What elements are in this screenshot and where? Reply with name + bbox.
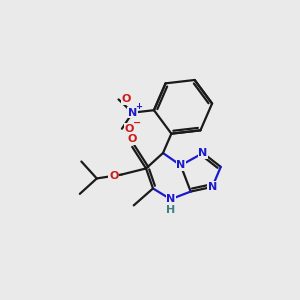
Text: O: O [128, 134, 137, 144]
Text: −: − [133, 118, 141, 128]
Text: O: O [122, 94, 131, 104]
Text: N: N [198, 148, 208, 158]
Text: H: H [166, 205, 175, 215]
Text: N: N [176, 160, 185, 170]
Text: O: O [125, 124, 134, 134]
Text: N: N [128, 108, 137, 118]
Text: O: O [109, 171, 118, 181]
Text: +: + [135, 102, 142, 111]
Text: N: N [208, 182, 217, 192]
Text: N: N [166, 194, 175, 204]
